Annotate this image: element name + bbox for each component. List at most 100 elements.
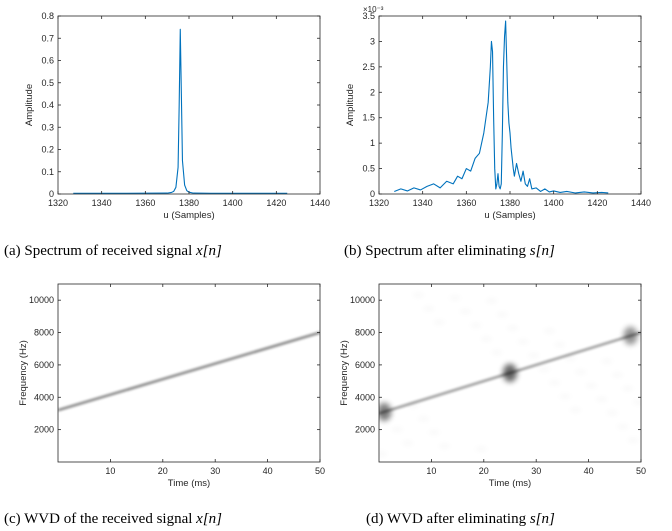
heatmap-noise bbox=[622, 387, 634, 391]
heatmap-noise bbox=[376, 452, 388, 456]
x-tick-label: 1420 bbox=[266, 198, 286, 208]
heatmap-content bbox=[376, 284, 644, 462]
x-tick-label: 1360 bbox=[135, 198, 155, 208]
heatmap-noise bbox=[611, 373, 623, 377]
y-tick-label: 0.3 bbox=[41, 122, 54, 132]
x-axis-label: Time (ms) bbox=[168, 478, 210, 489]
y-tick-label: 10000 bbox=[350, 295, 375, 305]
x-axis-label: u (Samples) bbox=[484, 210, 535, 221]
caption-b: (b) Spectrum after eliminating s[n] bbox=[344, 243, 555, 259]
y-tick-label: 1.5 bbox=[362, 113, 375, 123]
y-tick-label: 0 bbox=[49, 189, 54, 199]
y-tick-label: 0.4 bbox=[41, 100, 54, 110]
y-axis-label: Amplitude bbox=[345, 84, 356, 126]
panel-a-spectrum-received: 1320 1340 1360 1380 1400 1420 1440 0 0.1 0.2 0.3 0.… bbox=[24, 11, 330, 221]
y-axis-label: Frequency (Hz) bbox=[18, 340, 29, 405]
heatmap-noise bbox=[575, 370, 587, 374]
caption-a: (a) Spectrum of received signal x[n] bbox=[4, 243, 222, 259]
x-tick-label: 40 bbox=[263, 466, 273, 476]
y-tick-label: 2.5 bbox=[362, 62, 375, 72]
x-tick-label: 1400 bbox=[223, 198, 243, 208]
heatmap-noise bbox=[627, 438, 639, 442]
axes-box bbox=[378, 283, 642, 463]
y-tick-label: 0.2 bbox=[41, 145, 54, 155]
panel-d-wvd-eliminated: 10 20 30 40 50 2000 4000 6000 8000 10000 Time (ms)… bbox=[339, 283, 646, 489]
caption-a-math: x[n] bbox=[195, 243, 222, 259]
y-axis-label: Frequency (Hz) bbox=[339, 340, 350, 405]
panel-b-spectrum-eliminated: 1320 1340 1360 1380 1400 1420 1440 0 0.5 1 1.5 2 2.5… bbox=[345, 5, 651, 221]
heatmap-noise bbox=[412, 293, 424, 297]
y-tick-label: 6000 bbox=[355, 360, 375, 370]
heatmap-noise bbox=[491, 351, 503, 355]
y-tick-label: 4000 bbox=[34, 392, 54, 402]
heatmap-noise bbox=[507, 326, 519, 330]
x-axis-label: u (Samples) bbox=[163, 210, 214, 221]
heatmap-noise bbox=[617, 425, 629, 429]
series-line bbox=[73, 28, 288, 194]
x-tick-label: 1340 bbox=[413, 198, 433, 208]
y-tick-label: 8000 bbox=[34, 328, 54, 338]
y-tick-label: 10000 bbox=[29, 295, 54, 305]
x-axis-label: Time (ms) bbox=[489, 478, 531, 489]
heatmap-noise bbox=[517, 340, 529, 344]
heatmap-noise bbox=[418, 417, 430, 421]
x-tick-label: 1320 bbox=[48, 198, 68, 208]
heatmap-noise bbox=[570, 408, 582, 412]
heatmap-content bbox=[58, 331, 320, 412]
y-tick-label: 0 bbox=[370, 189, 375, 199]
x-tick-label: 30 bbox=[210, 466, 220, 476]
y-tick-label: 8000 bbox=[355, 328, 375, 338]
heatmap-noise bbox=[554, 343, 566, 347]
y-tick-label: 1 bbox=[370, 138, 375, 148]
axes-box bbox=[57, 283, 321, 463]
panel-c-wvd-received: 10 20 30 40 50 2000 4000 6000 8000 10000 Time (ms)… bbox=[18, 283, 325, 489]
heatmap-noise bbox=[475, 447, 487, 451]
axes-box bbox=[57, 15, 321, 195]
y-tick-label: 3.5 bbox=[362, 11, 375, 21]
x-tick-label: 1320 bbox=[369, 198, 389, 208]
y-tick-label: 2000 bbox=[355, 425, 375, 435]
x-tick-label: 1380 bbox=[500, 198, 520, 208]
caption-c-math: x[n] bbox=[195, 511, 222, 527]
heatmap-noise bbox=[496, 312, 508, 316]
heatmap-noise bbox=[402, 441, 414, 445]
heatmap-noise bbox=[439, 444, 451, 448]
heatmap-noise bbox=[601, 359, 613, 363]
y-tick-label: 0.7 bbox=[41, 33, 54, 43]
x-tick-label: 40 bbox=[584, 466, 594, 476]
x-tick-label: 20 bbox=[479, 466, 489, 476]
caption-c: (c) WVD of the received signal x[n] bbox=[4, 511, 222, 527]
x-tick-label: 1340 bbox=[92, 198, 112, 208]
x-tick-label: 1380 bbox=[179, 198, 199, 208]
heatmap-noise bbox=[480, 337, 492, 341]
x-tick-label: 20 bbox=[158, 466, 168, 476]
x-tick-label: 30 bbox=[531, 466, 541, 476]
y-tick-label: 4000 bbox=[355, 392, 375, 402]
y-tick-label: 0.5 bbox=[41, 78, 54, 88]
heatmap-noise bbox=[606, 411, 618, 415]
y-tick-label: 0.5 bbox=[362, 164, 375, 174]
heatmap-noise bbox=[449, 296, 461, 300]
heatmap-noise bbox=[459, 310, 471, 314]
y-exponent-label: ×10⁻³ bbox=[363, 5, 384, 14]
caption-b-math: s[n] bbox=[530, 243, 555, 259]
wvd-hotspot bbox=[379, 402, 392, 421]
x-tick-label: 1440 bbox=[310, 198, 330, 208]
y-tick-label: 0.8 bbox=[41, 11, 54, 21]
y-tick-label: 3 bbox=[370, 36, 375, 46]
heatmap-noise bbox=[632, 400, 644, 404]
y-tick-label: 2 bbox=[370, 87, 375, 97]
heatmap-noise bbox=[528, 353, 540, 357]
caption-d-math: s[n] bbox=[530, 511, 555, 527]
heatmap-noise bbox=[564, 356, 576, 360]
heatmap-background bbox=[58, 284, 320, 462]
axes-box bbox=[378, 15, 642, 195]
x-tick-label: 50 bbox=[636, 466, 646, 476]
x-tick-label: 1360 bbox=[456, 198, 476, 208]
y-tick-label: 0.1 bbox=[41, 167, 54, 177]
heatmap-noise bbox=[543, 329, 555, 333]
x-tick-label: 50 bbox=[315, 466, 325, 476]
wvd-hotspot bbox=[623, 326, 638, 345]
x-tick-label: 10 bbox=[105, 466, 115, 476]
